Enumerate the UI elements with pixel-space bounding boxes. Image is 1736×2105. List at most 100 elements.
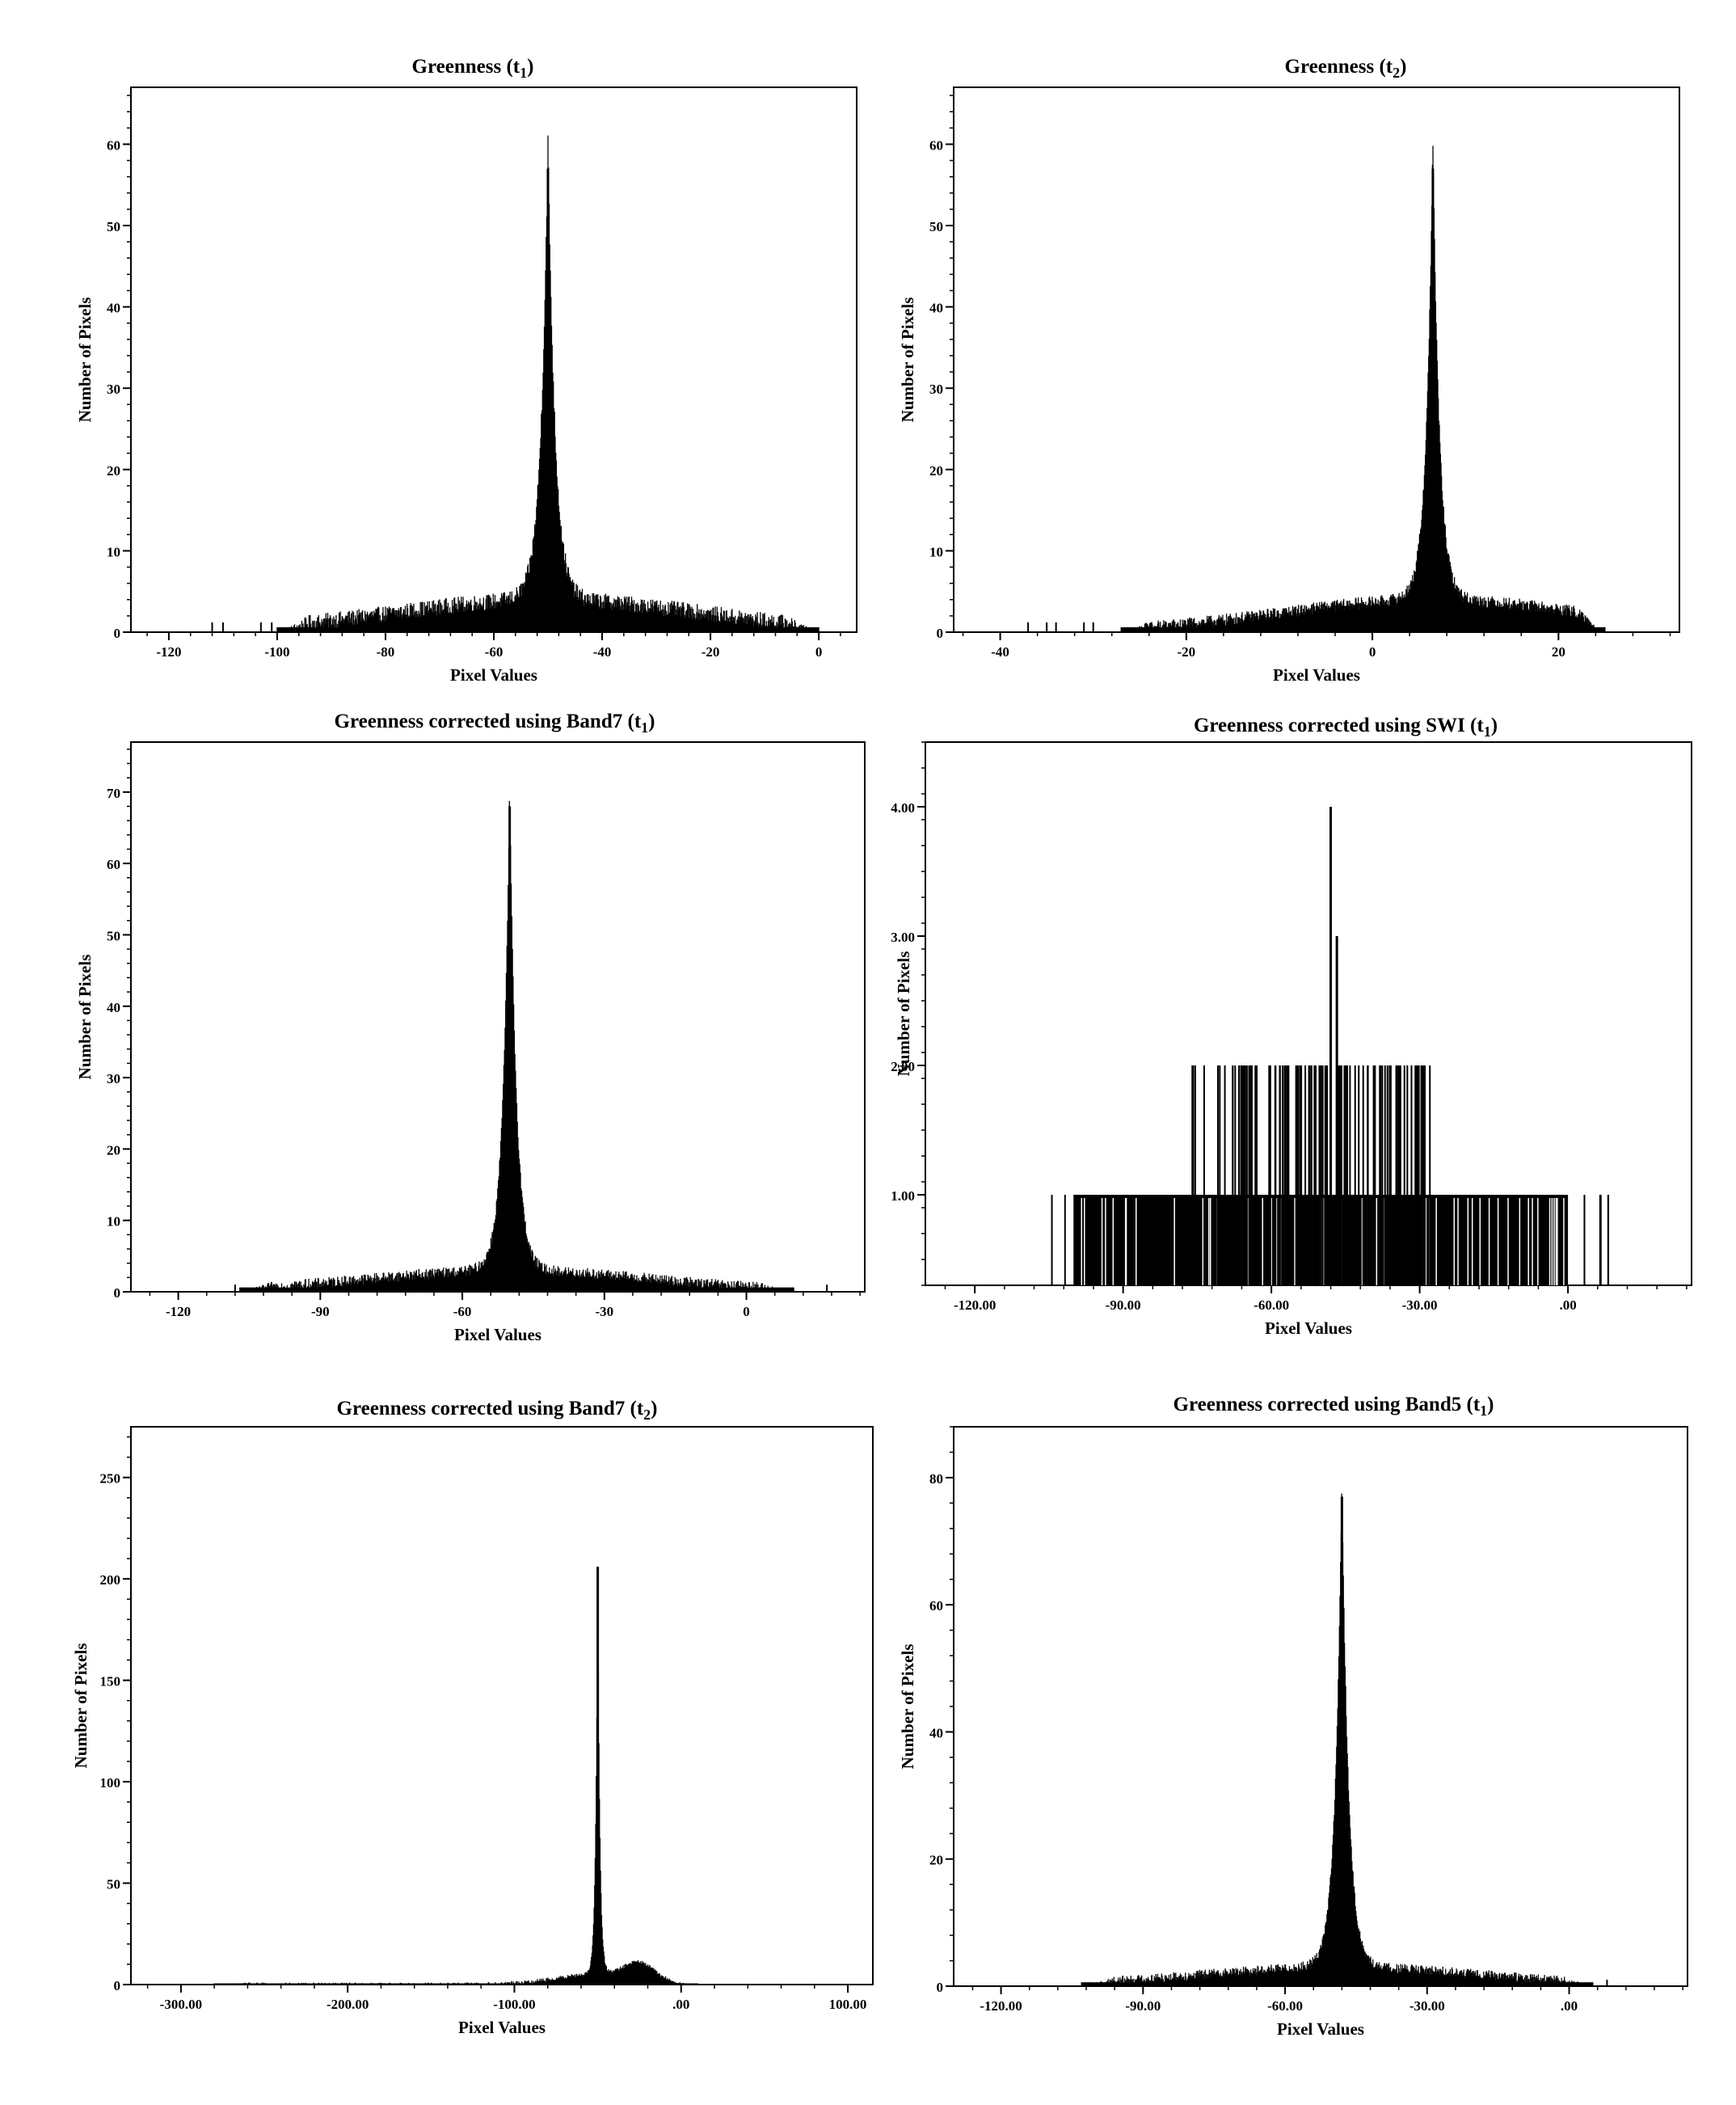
histogram-bar — [631, 1961, 633, 1985]
histogram-bar — [384, 1983, 386, 1985]
histogram-bar — [453, 1983, 455, 1985]
histogram-bar — [537, 485, 539, 632]
histogram-bar — [1374, 1967, 1376, 1986]
histogram-bar — [1316, 605, 1317, 632]
histogram-bar — [676, 615, 678, 632]
histogram-bar — [1534, 612, 1536, 632]
histogram-bar — [737, 616, 739, 632]
histogram-bar — [1179, 626, 1181, 632]
histogram-bar — [522, 1983, 525, 1985]
histogram-bar — [318, 1284, 320, 1292]
histogram-bar — [1327, 610, 1329, 632]
histogram-bar — [1312, 604, 1313, 632]
histogram-bar — [459, 1983, 461, 1985]
histogram-bar — [1245, 618, 1247, 632]
histogram-bar — [1334, 612, 1337, 632]
histogram-bar — [1369, 1958, 1371, 1986]
histogram-bar — [520, 584, 522, 632]
histogram-bar — [580, 592, 582, 632]
histogram-bar — [1246, 611, 1248, 632]
histogram-bar — [1195, 627, 1198, 632]
histogram-bar — [413, 1271, 415, 1292]
histogram-bar — [630, 1275, 631, 1292]
histogram-bar — [558, 1276, 559, 1292]
histogram-bar — [662, 1978, 664, 1985]
histogram-bar — [575, 1273, 577, 1292]
histogram-bar — [388, 609, 390, 632]
histogram-bar — [1163, 1195, 1165, 1285]
histogram-bar — [639, 1280, 642, 1292]
histogram-bar — [1386, 1963, 1388, 1986]
histogram-bar — [312, 1983, 314, 1985]
histogram-bar — [786, 1287, 789, 1292]
histogram-bar — [1353, 1886, 1355, 1986]
histogram-bar — [608, 1270, 609, 1292]
histogram-bar — [453, 598, 455, 632]
histogram-bar — [407, 617, 409, 632]
histogram-bar — [1194, 1065, 1196, 1285]
histogram-bar — [411, 1275, 413, 1292]
histogram-bar — [1159, 1976, 1161, 1986]
histogram-bar — [1127, 1978, 1129, 1986]
histogram-bar — [1243, 620, 1245, 632]
histogram-bar — [1371, 1962, 1372, 1986]
histogram-bar — [339, 1285, 342, 1292]
histogram-bar — [657, 1277, 659, 1292]
histogram-bar — [1305, 1969, 1307, 1986]
histogram-bar — [1256, 1974, 1258, 1986]
histogram-bar — [307, 1983, 310, 1985]
histogram-bar — [1220, 1972, 1222, 1986]
histogram-bar — [679, 1983, 680, 1985]
histogram-bar — [735, 623, 737, 632]
histogram-bar — [1182, 1980, 1184, 1986]
histogram-bar — [326, 1983, 327, 1985]
histogram-bar — [443, 1268, 445, 1292]
histogram-bar — [736, 618, 739, 632]
histogram-bar — [256, 1982, 258, 1985]
histogram-bar — [658, 605, 659, 632]
histogram-bar — [675, 1280, 676, 1292]
histogram-bar — [220, 1983, 221, 1985]
histogram-bar — [571, 1271, 573, 1292]
histogram-bar — [501, 1118, 503, 1292]
histogram-bar — [1350, 606, 1352, 632]
histogram-bar — [1148, 1981, 1151, 1986]
histogram-bar — [1102, 1982, 1105, 1986]
histogram-bar — [1586, 618, 1587, 632]
histogram-bar — [432, 1983, 434, 1985]
histogram-bar — [1317, 605, 1319, 632]
histogram-bar — [298, 1282, 300, 1292]
histogram-bar — [550, 1273, 551, 1292]
histogram-bar — [578, 597, 579, 632]
histogram-bar — [1132, 626, 1135, 632]
histogram-bar — [750, 1285, 752, 1292]
histogram-bar — [1452, 1975, 1455, 1986]
histogram-bar — [1320, 611, 1321, 632]
histogram-bar — [542, 1978, 544, 1985]
histogram-bar — [594, 1858, 596, 1985]
histogram-bar — [642, 600, 643, 632]
histogram-bar — [1461, 601, 1463, 632]
histogram-bar — [1482, 597, 1484, 632]
histogram-bar — [725, 1284, 727, 1292]
histogram-bar — [550, 325, 553, 632]
histogram-bar — [463, 1983, 465, 1985]
histogram-bar — [643, 1964, 644, 1985]
histogram-bar — [1335, 601, 1337, 632]
histogram-bar — [329, 1280, 331, 1292]
histogram-bar — [1363, 603, 1365, 632]
histogram-bar — [440, 610, 442, 632]
histogram-bar — [407, 1273, 409, 1292]
histogram-bar — [655, 601, 656, 632]
histogram-bar — [1365, 608, 1367, 632]
histogram-bar — [1342, 606, 1343, 632]
histogram-bar — [682, 1983, 684, 1985]
histogram-bar — [382, 1272, 384, 1292]
histogram-bar — [602, 1947, 605, 1985]
histogram-bar — [337, 1276, 339, 1292]
histogram-bar — [383, 1272, 385, 1292]
histogram-bar — [1315, 1958, 1317, 1986]
histogram-bar — [722, 616, 723, 632]
histogram-bar — [1300, 1065, 1302, 1285]
histogram-bar — [335, 1982, 337, 1985]
